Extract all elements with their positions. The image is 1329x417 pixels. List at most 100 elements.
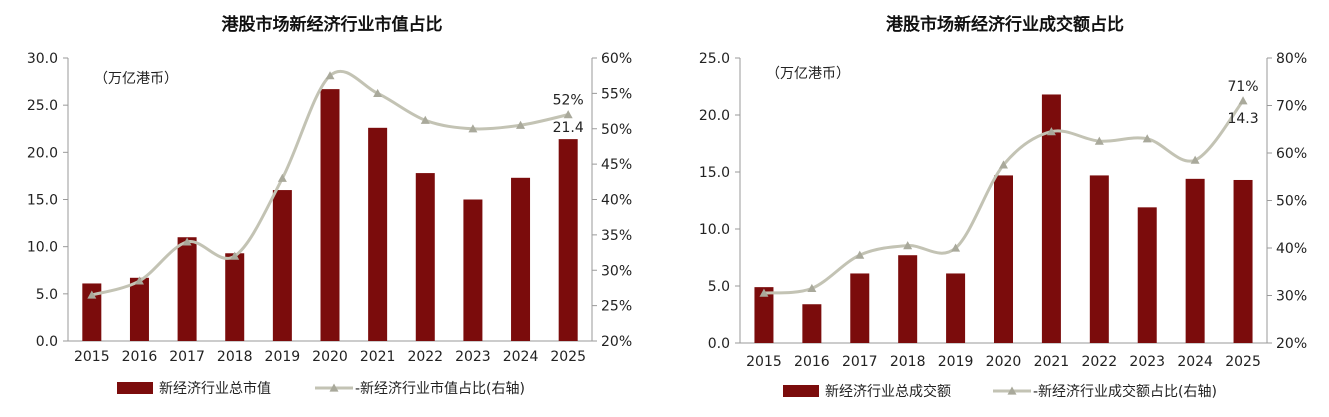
x-tick-label: 2018 xyxy=(890,354,926,370)
line-marker-2021 xyxy=(1046,127,1056,136)
x-tick-label: 2021 xyxy=(1034,354,1070,370)
bar-value-label: 14.3 xyxy=(1227,111,1258,127)
y-left-tick-label: 15.0 xyxy=(27,193,58,209)
bar-2020 xyxy=(994,175,1013,343)
bar-2024 xyxy=(1185,178,1205,343)
market-cap-chart: 港股市场新经济行业市值占比 0.0 5.0 10.0 15.0 20.0 25.0 30.0 2… xyxy=(27,14,632,397)
bar-2016 xyxy=(802,304,822,343)
bar-2019 xyxy=(272,190,292,341)
line-marker-2016 xyxy=(134,276,144,285)
y-left-tick-label: 30.0 xyxy=(27,51,58,67)
y-left-tick-label: 10.0 xyxy=(699,222,730,238)
line-marker-2018 xyxy=(230,251,240,260)
bar-2019 xyxy=(946,273,966,343)
legend-bar-label: 新经济行业总市值 xyxy=(159,380,271,397)
y-right-tick-label: 35% xyxy=(601,228,632,244)
line-value-label: 71% xyxy=(1227,79,1258,95)
bar-2015 xyxy=(82,283,102,341)
y-right-tick-label: 25% xyxy=(601,299,632,315)
x-tick-label: 2015 xyxy=(74,349,110,365)
line-marker-2025 xyxy=(1238,96,1248,105)
x-tick-label: 2021 xyxy=(360,349,396,365)
line-marker-2020 xyxy=(999,160,1008,169)
y-right-tick-label: 40% xyxy=(1276,241,1307,257)
y-right-tick-label: 40% xyxy=(601,193,632,209)
y-right-tick-label: 30% xyxy=(601,263,632,279)
line-marker-2025 xyxy=(563,110,573,119)
x-tick-label: 2025 xyxy=(1225,354,1261,370)
y-right-tick-label: 30% xyxy=(1276,289,1307,305)
y-right-tick-label: 80% xyxy=(1276,51,1307,67)
bar-2017 xyxy=(177,237,197,341)
line-marker-2024 xyxy=(516,120,526,129)
bar-value-label: 21.4 xyxy=(553,120,584,136)
y-left-tick-label: 25.0 xyxy=(27,98,58,114)
line-marker-2023 xyxy=(468,124,478,133)
x-tick-label: 2024 xyxy=(503,349,539,365)
legend-bar-swatch xyxy=(117,382,153,394)
y-left-tick-label: 0.0 xyxy=(708,336,730,352)
line-marker-2018 xyxy=(903,241,913,250)
x-tick-label: 2024 xyxy=(1177,354,1213,370)
y-left-tick-label: 25.0 xyxy=(699,51,730,67)
bar-2025 xyxy=(1233,179,1253,343)
legend-bar-label: 新经济行业总成交额 xyxy=(825,383,951,400)
legend-line-marker xyxy=(329,383,339,392)
unit-note: （万亿港币） xyxy=(94,71,178,87)
line-marker-2019 xyxy=(277,173,287,182)
line-marker-2022 xyxy=(420,115,430,124)
bar-2017 xyxy=(850,273,870,343)
y-right-tick-label: 50% xyxy=(1276,194,1307,210)
x-tick-label: 2016 xyxy=(794,354,830,370)
unit-note: （万亿港币） xyxy=(766,66,850,82)
y-right-tick-label: 55% xyxy=(601,86,632,102)
y-right-tick-label: 20% xyxy=(1276,336,1307,352)
line-marker-2021 xyxy=(373,88,383,97)
legend-line-label: -新经济行业成交额占比(右轴) xyxy=(1033,383,1217,400)
turnover-chart: 港股市场新经济行业成交额占比 0.0 5.0 10.0 15.0 20.0 25.0 20% 3… xyxy=(699,14,1307,400)
line-marker-2019 xyxy=(951,243,961,252)
x-tick-label: 2015 xyxy=(746,354,782,370)
bar-2018 xyxy=(898,255,918,343)
bar-2023 xyxy=(1137,207,1157,343)
x-tick-label: 2016 xyxy=(122,349,158,365)
x-tick-label: 2023 xyxy=(455,349,491,365)
x-tick-label: 2022 xyxy=(407,349,443,365)
y-right-tick-label: 45% xyxy=(601,157,632,173)
legend-bar-swatch xyxy=(783,385,819,397)
bar-2024 xyxy=(511,177,531,341)
x-tick-label: 2023 xyxy=(1129,354,1165,370)
x-tick-label: 2020 xyxy=(312,349,348,365)
x-tick-label: 2018 xyxy=(217,349,253,365)
line-marker-2020 xyxy=(325,71,335,80)
y-left-tick-label: 5.0 xyxy=(36,287,58,303)
x-tick-label: 2019 xyxy=(938,354,974,370)
chart-title: 港股市场新经济行业成交额占比 xyxy=(886,14,1124,35)
line-marker-2015 xyxy=(759,288,769,297)
bar-2022 xyxy=(1089,175,1109,343)
line-marker-2024 xyxy=(1190,155,1200,164)
bar-2021 xyxy=(368,127,388,341)
chart-title: 港股市场新经济行业市值占比 xyxy=(222,14,443,35)
y-right-tick-label: 50% xyxy=(601,122,632,138)
x-tick-label: 2019 xyxy=(265,349,301,365)
y-right-tick-label: 60% xyxy=(1276,146,1307,162)
line-marker-2017 xyxy=(182,237,192,246)
y-right-tick-label: 60% xyxy=(601,51,632,67)
line-marker-2017 xyxy=(855,250,865,259)
bar-2022 xyxy=(415,173,435,341)
bar-2025 xyxy=(558,139,578,341)
line-marker-2022 xyxy=(1094,136,1104,145)
x-tick-label: 2025 xyxy=(550,349,586,365)
y-left-tick-label: 0.0 xyxy=(36,334,58,350)
legend-line-marker xyxy=(1007,386,1017,395)
y-left-tick-label: 20.0 xyxy=(27,145,58,161)
share-line xyxy=(91,69,569,297)
bar-2021 xyxy=(1041,94,1061,343)
y-right-tick-label: 70% xyxy=(1276,99,1307,115)
x-tick-label: 2022 xyxy=(1081,354,1117,370)
y-left-tick-label: 5.0 xyxy=(708,279,730,295)
y-left-tick-label: 20.0 xyxy=(699,108,730,124)
legend-line-label: -新经济行业市值占比(右轴) xyxy=(355,380,525,397)
